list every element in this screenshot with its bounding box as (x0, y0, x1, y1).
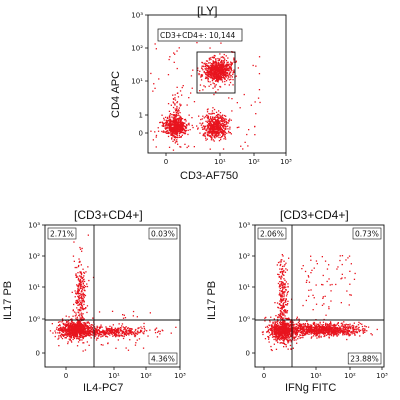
ifng-quadrant-top-left-label-box (257, 227, 287, 240)
il4-y-tick-label: 10¹ (28, 284, 40, 292)
ifng-panel: [CD3+CD4+] IL17 PB IFNg FITC 0 10¹ 10² 10³ 0… (200, 200, 400, 400)
il4-panel: [CD3+CD4+] IL17 PB IL4-PC7 0 10¹ 10² 10³ 0 10… (0, 200, 200, 400)
il4-quadrant-bottom-right-label: 4.36% (151, 355, 175, 364)
il4-quadrant-bottom-right-label-box (148, 352, 178, 365)
ifng-y-tick-label: 0 (246, 350, 250, 358)
ly-panel: [LY] CD4 APC CD3-AF750 0 10¹ 10² 10³ 0 1 10¹ 10… (110, 4, 292, 182)
ly-gate-label-box (157, 28, 243, 42)
il4-y-tick-label: 10² (28, 253, 40, 261)
il4-plot: 0 10¹ 10² 10³ 0 10⁰ 10¹ 10² 10³ 2.71% 0.03% 4.36% (28, 222, 186, 381)
il4-y-tick-label: 0 (36, 350, 40, 358)
ly-x-tick-label: 10³ (280, 158, 292, 166)
ifng-y-tick-label: 10² (238, 253, 250, 261)
ifng-y-tick-label: 10³ (238, 222, 250, 230)
ly-plot: 0 10¹ 10² 10³ 0 1 10¹ 10² 10³ CD3+CD4+: 10,144 (131, 12, 292, 167)
il4-quadrant-top-right-label-box (148, 227, 178, 240)
il4-x-axis-label: IL4-PC7 (83, 382, 124, 394)
ifng-quadrant-top-right-label: 0.73% (355, 230, 379, 239)
il4-title: [CD3+CD4+] (74, 208, 143, 222)
il4-quadrant-top-right-label: 0.03% (151, 230, 175, 239)
il4-quadrant-top-left-label-box (47, 227, 77, 240)
ifng-quadrant-top-left-label: 2.06% (260, 230, 284, 239)
il4-x-tick-label: 10¹ (108, 372, 120, 380)
il4-event-dots (49, 234, 177, 352)
ly-y-tick-label: 10³ (131, 12, 143, 20)
il4-x-tick-label: 10³ (174, 372, 186, 380)
ifng-title: [CD3+CD4+] (280, 208, 349, 222)
ifng-x-tick-label: 0 (262, 372, 266, 380)
il4-plot-frame (44, 224, 181, 368)
ly-x-tick-label: 10¹ (214, 158, 226, 166)
ly-plot-frame (147, 14, 287, 154)
ly-gate-rect (196, 51, 236, 94)
ifng-x-axis-label: IFNg FITC (285, 382, 337, 394)
il4-x-tick-label: 10² (140, 372, 152, 380)
ifng-quadrant-top-right-label-box (352, 227, 382, 240)
ly-y-tick-label: 10² (131, 45, 143, 53)
ifng-x-tick-label: 10³ (376, 372, 388, 380)
il4-quadrant-top-left-label: 2.71% (50, 230, 74, 239)
ly-y-tick-label: 10¹ (131, 78, 143, 86)
ly-x-tick-label: 0 (164, 158, 168, 166)
ifng-x-tick-label: 10¹ (310, 372, 322, 380)
ly-y-tick-label: 0 (139, 130, 143, 138)
ifng-x-tick-label: 10² (344, 372, 356, 380)
il4-y-tick-label: 10³ (28, 222, 40, 230)
ifng-plot: 0 10¹ 10² 10³ 0 10⁰ 10¹ 10² 10³ 2.06% 0.73% 23.88% (238, 222, 388, 381)
ly-x-tick-label: 10² (248, 158, 260, 166)
ly-title: [LY] (197, 4, 218, 18)
ly-event-dots (150, 42, 261, 151)
ifng-y-tick-label: 10¹ (238, 284, 250, 292)
il4-y-tick-label: 10⁰ (28, 316, 40, 324)
ifng-event-dots (261, 254, 378, 352)
ly-y-tick-label: 1 (139, 112, 143, 120)
ifng-y-tick-label: 10⁰ (238, 316, 250, 324)
ly-gate-label: CD3+CD4+: 10,144 (160, 31, 236, 40)
ifng-quadrant-bottom-right-label-box (347, 352, 382, 365)
ly-x-axis-label: CD3-AF750 (180, 170, 239, 182)
ifng-plot-frame (254, 224, 385, 368)
ifng-quadrant-bottom-right-label: 23.88% (350, 355, 379, 364)
il4-x-tick-label: 0 (64, 372, 68, 380)
